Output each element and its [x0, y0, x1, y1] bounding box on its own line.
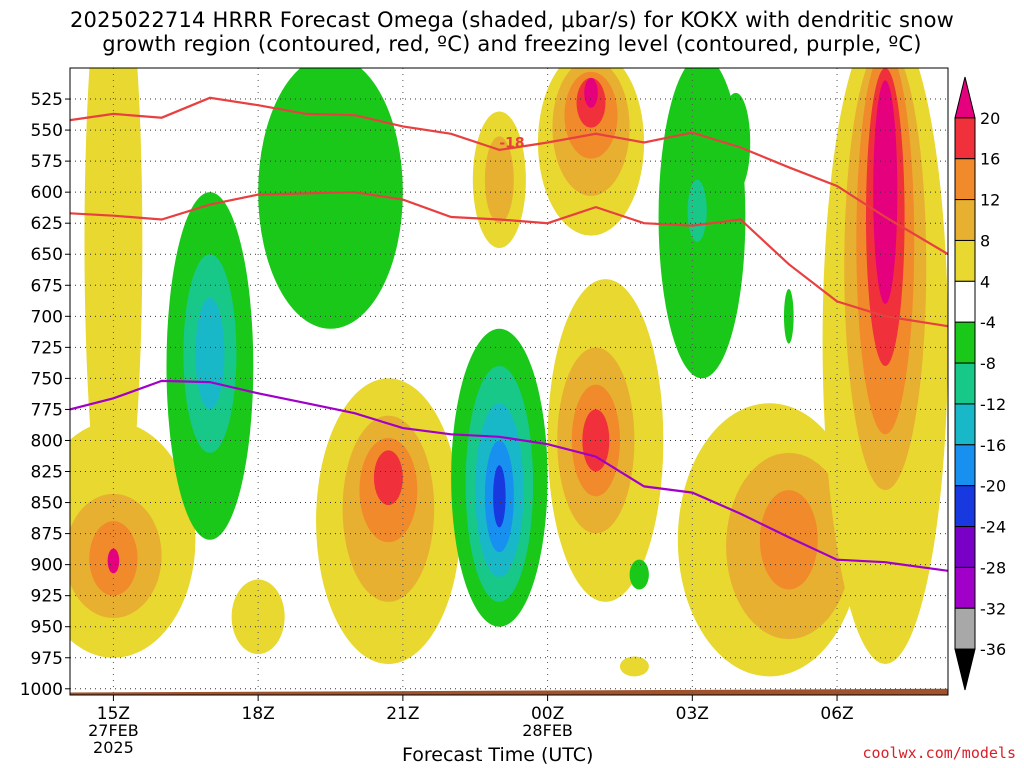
x-tick-date-label: 28FEB [522, 721, 573, 740]
omega-region-neg4 [721, 92, 751, 193]
x-tick-label: 06Z [820, 704, 853, 724]
y-tick-label: 625 [31, 214, 63, 234]
colorbar-label: -28 [980, 558, 1006, 577]
contour-label: -18 [499, 135, 524, 151]
colorbar-swatch [954, 239, 976, 282]
colorbar-label: 4 [980, 272, 990, 291]
chart-title-line1: 2025022714 HRRR Forecast Omega (shaded, … [69, 8, 955, 32]
colorbar-swatch [954, 566, 976, 609]
y-tick-label: 575 [31, 152, 63, 172]
colorbar-swatch [954, 607, 976, 650]
omega-region-neg8 [687, 179, 707, 242]
x-tick-label: 18Z [242, 704, 275, 724]
contour-line-0 [70, 379, 948, 572]
omega-region-pos12 [759, 490, 818, 590]
omega-region-pos16 [373, 450, 403, 506]
y-tick-label: 675 [31, 276, 63, 296]
omega-region-pos8 [484, 136, 514, 224]
colorbar-label: 12 [980, 191, 1000, 210]
credit-link[interactable]: coolwx.com/models [862, 744, 1016, 762]
y-tick-label: 750 [31, 369, 63, 389]
colorbar-swatch [954, 117, 976, 160]
omega-region-neg12 [195, 297, 225, 410]
omega-shading [70, 68, 948, 695]
y-tick-label: 900 [31, 556, 63, 576]
colorbar-label: -8 [980, 354, 996, 373]
colorbar-label: 20 [980, 109, 1000, 128]
y-tick-label: 850 [31, 494, 63, 514]
colorbar-swatch [954, 444, 976, 487]
colorbar-swatch [954, 403, 976, 446]
y-tick-label: 525 [31, 90, 63, 110]
colorbar-label: 16 [980, 150, 1000, 169]
colorbar-swatch-top-arrow [954, 76, 976, 119]
x-tick-label: 03Z [676, 704, 709, 724]
omega-region-neg4 [629, 559, 649, 590]
colorbar-swatch [954, 526, 976, 568]
colorbar-label: -16 [980, 436, 1006, 455]
colorbar-label: -20 [980, 477, 1006, 496]
y-tick-label: 775 [31, 400, 63, 420]
y-tick-label: 1000 [20, 680, 63, 700]
colorbar-label: -12 [980, 395, 1006, 414]
contour-line-minus18 [70, 96, 948, 256]
x-tick-label: 15Z [97, 704, 130, 724]
y-tick-label: 550 [31, 121, 63, 141]
y-tick-label: 875 [31, 525, 63, 545]
x-tick-label: 00Z [531, 704, 564, 724]
colorbar-label: 8 [980, 231, 990, 250]
y-tick-label: 950 [31, 618, 63, 638]
colorbar: 20 16 12 8 4 -4 -8 -12 -16 -20 -24 -28 -32 -36 [954, 76, 1006, 691]
x-tick-year-label: 2025 [93, 738, 134, 757]
omega-region-neg20 [493, 465, 506, 528]
omega-region-pos4 [231, 579, 285, 655]
grid-lines [70, 68, 948, 695]
colorbar-label: -36 [980, 640, 1006, 659]
y-tick-label: 825 [31, 463, 63, 483]
y-tick-label: 800 [31, 431, 63, 451]
y-tick-label: 700 [31, 307, 63, 327]
x-tick-label: 21Z [386, 704, 419, 724]
plot-frame [69, 67, 949, 696]
x-axis-title: Forecast Time (UTC) [402, 744, 594, 766]
colorbar-swatch [954, 280, 976, 323]
terrain-ground [70, 688, 948, 695]
colorbar-label: -24 [980, 518, 1006, 537]
colorbar-swatch [954, 158, 976, 201]
colorbar-swatch [954, 485, 976, 528]
x-tick-date-label: 27FEB [88, 721, 139, 740]
y-tick-label: 600 [31, 183, 63, 203]
omega-region-pos4 [619, 656, 649, 677]
omega-region-neg4 [783, 289, 794, 344]
colorbar-swatch [954, 199, 976, 241]
colorbar-swatch [954, 321, 976, 364]
colorbar-label: -32 [980, 599, 1006, 618]
y-tick-label: 975 [31, 649, 63, 669]
chart-title-line2: growth region (contoured, red, ºC) and f… [102, 32, 922, 56]
y-tick-label: 925 [31, 587, 63, 607]
omega-region-pos20 [584, 77, 598, 108]
y-tick-label: 725 [31, 338, 63, 358]
colorbar-swatch-bottom-arrow [954, 648, 976, 691]
contour-line-minus12 [70, 191, 948, 328]
colorbar-swatch [954, 362, 976, 405]
colorbar-label: -4 [980, 313, 996, 332]
y-tick-label: 650 [31, 245, 63, 265]
omega-region-neg4 [258, 68, 403, 329]
